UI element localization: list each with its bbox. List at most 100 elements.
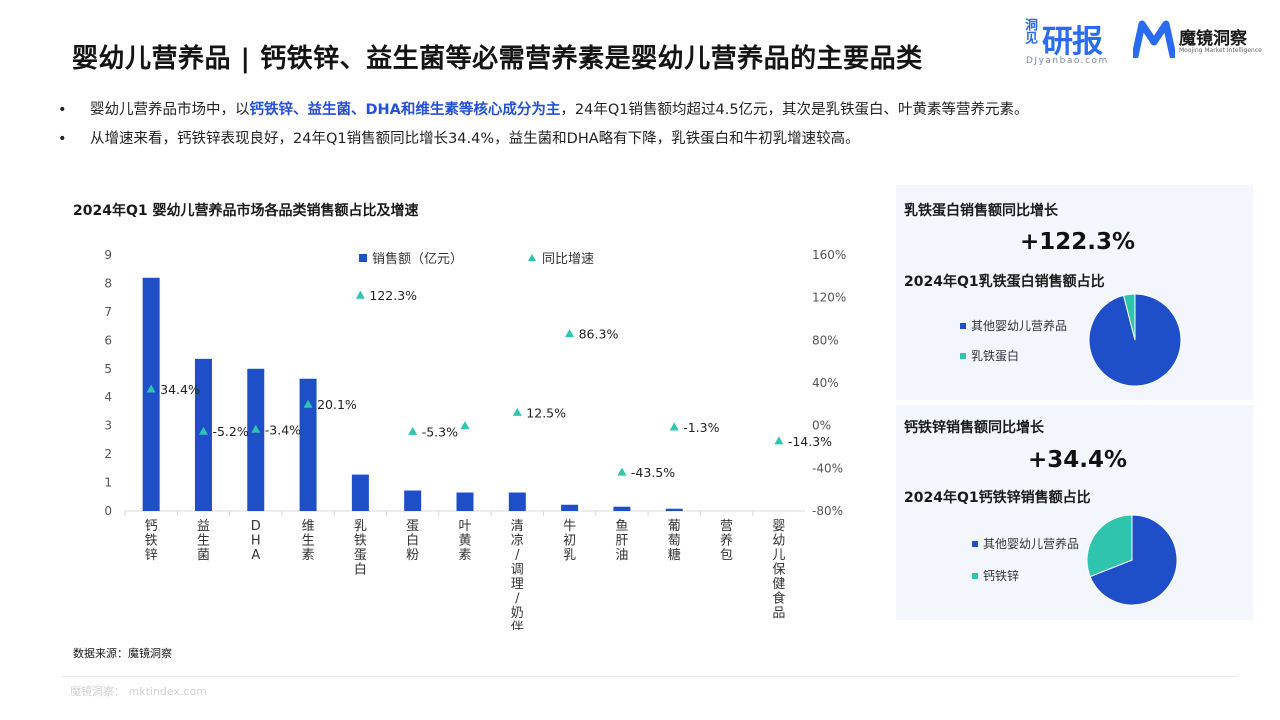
sales-bar xyxy=(247,368,265,511)
footer-divider xyxy=(62,676,1237,677)
sales-bar xyxy=(665,508,683,511)
bullet-dot: • xyxy=(58,131,67,147)
growth-marker xyxy=(669,422,679,431)
growth-data-label: 86.3% xyxy=(579,327,619,342)
x-tick-label-char: 调 xyxy=(511,563,524,578)
panel-share-label: 2024年Q1乳铁蛋白销售额占比 xyxy=(904,274,1105,290)
x-tick-label-char: 清 xyxy=(511,519,524,534)
bullet-highlight: 钙铁锌、益生菌、DHA和维生素等核心成分为主 xyxy=(249,102,561,118)
y-right-tick-label: 40% xyxy=(812,376,839,390)
pie-legend-item: 钙铁锌 xyxy=(972,567,1019,584)
pie-legend-label: 其他婴幼儿营养品 xyxy=(971,319,1068,333)
growth-data-label: -3.4% xyxy=(265,422,301,437)
x-tick-label-char: 伴 xyxy=(511,621,524,631)
growth-marker xyxy=(198,426,208,435)
y-right-tick-label: 160% xyxy=(812,248,846,262)
page-title: 婴幼儿营养品 | 钙铁锌、益生菌等必需营养素是婴幼儿营养品的主要品类 xyxy=(72,44,923,74)
x-tick-label-char: 萄 xyxy=(668,534,681,549)
x-tick-label-char: 婴 xyxy=(772,519,785,534)
y-left-tick-label: 3 xyxy=(104,419,112,433)
panel-share-label: 2024年Q1钙铁锌销售额占比 xyxy=(904,490,1091,506)
sales-bar xyxy=(456,492,474,511)
bullet-text: 从增速来看，钙铁锌表现良好，24年Q1销售额同比增长34.4%，益生菌和DHA略… xyxy=(90,131,860,147)
x-tick-label-char: 菌 xyxy=(197,548,210,563)
sales-bar xyxy=(508,492,526,511)
x-tick-label-char: 食 xyxy=(772,591,785,607)
sales-bar xyxy=(613,506,631,511)
x-tick-label-char: 鱼 xyxy=(615,518,628,534)
x-tick-label-char: / xyxy=(515,592,520,607)
bullet-text: ，24年Q1销售额均超过4.5亿元，其次是乳铁蛋白、叶黄素等营养元素。 xyxy=(560,102,1029,118)
growth-data-label: 122.3% xyxy=(369,288,417,303)
x-tick-label-char: 白 xyxy=(354,562,367,578)
logo-big-text: 研报 xyxy=(1042,24,1103,60)
y-right-tick-label: -80% xyxy=(812,504,843,518)
x-tick-label-char: 粉 xyxy=(406,548,419,563)
legend-label: 销售额（亿元） xyxy=(372,251,463,267)
y-left-tick-label: 6 xyxy=(104,333,112,347)
growth-marker xyxy=(146,384,156,393)
x-tick-label-char: 肝 xyxy=(615,534,628,549)
sales-bar xyxy=(404,490,422,511)
x-tick-label-char: 钙 xyxy=(145,519,158,534)
growth-marker xyxy=(512,407,522,416)
x-tick-label-char: 葡 xyxy=(668,519,681,534)
mojing-logo: 魔镜洞察 Moojing Market Intelligence xyxy=(1133,20,1273,60)
pie-legend-label: 其他婴幼儿营养品 xyxy=(983,537,1080,551)
bullet-dot: • xyxy=(58,102,67,118)
legend-swatch xyxy=(972,572,978,579)
x-tick-label-char: 营 xyxy=(720,519,733,534)
lactoferrin-share-pie xyxy=(1088,293,1182,387)
x-tick-label-char: 奶 xyxy=(511,606,524,621)
mojing-m-icon xyxy=(1133,20,1175,58)
y-left-tick-label: 5 xyxy=(104,362,112,376)
growth-marker xyxy=(460,421,470,430)
x-tick-label-char: H xyxy=(251,534,261,549)
x-tick-label-char: 铁 xyxy=(354,534,367,549)
x-tick-label-char: 生 xyxy=(302,534,315,549)
data-source: 数据来源：魔镜洞察 xyxy=(73,647,172,660)
x-tick-label-char: 蛋 xyxy=(406,519,419,534)
x-tick-label-char: 素 xyxy=(302,548,315,563)
y-left-tick-label: 7 xyxy=(104,305,112,319)
growth-data-label: -14.3% xyxy=(788,434,832,449)
x-tick-label-char: 糖 xyxy=(668,547,681,563)
x-tick-label-char: 幼 xyxy=(772,534,785,549)
x-tick-label-char: 初 xyxy=(563,534,576,549)
mojing-en: Moojing Market Intelligence xyxy=(1179,47,1262,54)
panel-growth-value: +122.3% xyxy=(1020,229,1136,255)
y-left-tick-label: 2 xyxy=(104,447,112,461)
panel-lactoferrin: 乳铁蛋白销售额同比增长 +122.3% 2024年Q1乳铁蛋白销售额占比 其他婴… xyxy=(896,185,1253,400)
growth-marker xyxy=(251,424,261,433)
y-right-tick-label: 120% xyxy=(812,291,846,305)
sales-bar xyxy=(142,277,160,511)
growth-marker xyxy=(303,399,313,408)
y-right-tick-label: 0% xyxy=(812,419,831,433)
x-tick-label-char: 素 xyxy=(458,548,471,563)
pie-legend-label: 钙铁锌 xyxy=(983,569,1020,583)
x-tick-label-char: 牛 xyxy=(563,519,576,534)
legend-swatch xyxy=(972,540,978,547)
x-tick-label-char: 油 xyxy=(615,548,628,563)
x-tick-label-char: 包 xyxy=(720,548,733,563)
pie-legend-item: 其他婴幼儿营养品 xyxy=(972,535,1079,552)
y-left-tick-label: 8 xyxy=(104,276,112,290)
y-right-tick-label: 80% xyxy=(812,333,839,347)
panel-growth-label: 钙铁锌销售额同比增长 xyxy=(904,420,1044,436)
sales-bar xyxy=(299,378,317,511)
x-tick-label-char: 理 xyxy=(511,577,524,592)
x-tick-label-char: 铁 xyxy=(145,534,158,549)
y-left-tick-label: 0 xyxy=(104,504,112,518)
x-tick-label-char: 黄 xyxy=(458,534,471,549)
growth-marker xyxy=(774,436,784,445)
panel-calcium: 钙铁锌销售额同比增长 +34.4% 2024年Q1钙铁锌销售额占比 其他婴幼儿营… xyxy=(896,405,1253,620)
bullet-list: • 婴幼儿营养品市场中，以钙铁锌、益生菌、DHA和维生素等核心成分为主，24年Q1… xyxy=(58,96,1258,154)
x-tick-label-char: 健 xyxy=(772,577,785,592)
pie-legend-item: 乳铁蛋白 xyxy=(960,347,1019,364)
djyanbao-logo: 洞见 研报 DJyanbao.com xyxy=(1022,18,1122,68)
panel-growth-label: 乳铁蛋白销售额同比增长 xyxy=(904,203,1058,219)
pie-slice xyxy=(1122,293,1136,341)
legend-swatch-bar xyxy=(359,254,367,262)
x-tick-label-char: 儿 xyxy=(772,548,785,563)
growth-data-label: -5.2% xyxy=(212,424,248,439)
